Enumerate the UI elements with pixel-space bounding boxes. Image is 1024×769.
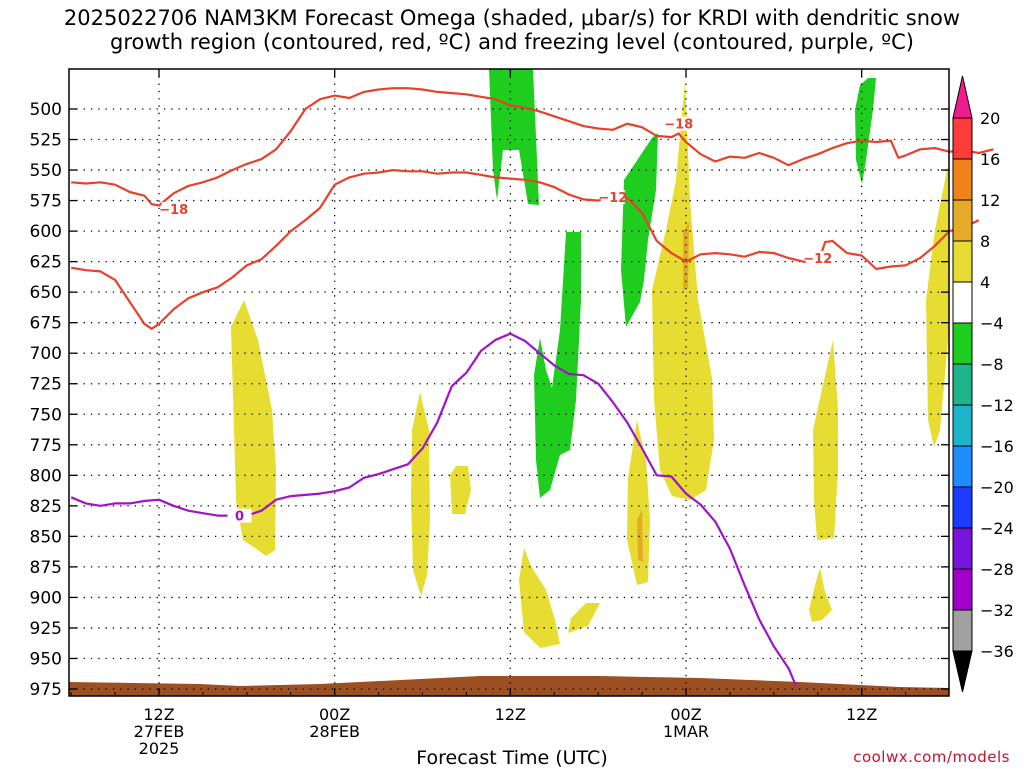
contour-line--12 <box>71 169 980 330</box>
contour-label: −12 <box>598 191 627 206</box>
omega-up-region <box>627 420 650 585</box>
colorbar-label: 8 <box>980 232 990 251</box>
y-tick-label: 975 <box>30 680 62 700</box>
colorbar-label: −16 <box>980 437 1014 456</box>
y-tick-label: 950 <box>30 649 62 669</box>
colorbar-bottom-arrow <box>952 650 973 693</box>
x-tick-date-label: 28FEB <box>309 722 360 741</box>
colorbar-segment <box>952 281 973 324</box>
y-tick-label: 725 <box>30 375 62 395</box>
colorbar-label: −24 <box>980 519 1014 538</box>
colorbar-label: −20 <box>980 478 1014 497</box>
colorbar-segment <box>952 445 973 488</box>
omega-up-region <box>813 340 838 540</box>
y-tick-label: 525 <box>30 131 62 151</box>
colorbar-segment <box>952 609 973 652</box>
x-tick-label: 00Z <box>670 705 701 724</box>
contour-line-0 <box>70 332 797 686</box>
chart-title-line-1: 2025022706 NAM3KM Forecast Omega (shaded… <box>63 6 961 30</box>
omega-strong-up-core <box>637 510 643 562</box>
colorbar-segment <box>952 486 973 529</box>
contour-label: −12 <box>803 252 832 267</box>
x-tick-label: 00Z <box>319 705 350 724</box>
colorbar-segment <box>952 363 973 406</box>
y-tick-label: 600 <box>30 222 62 242</box>
y-tick-label: 850 <box>30 527 62 547</box>
y-tick-label: 900 <box>30 588 62 608</box>
colorbar-segment <box>952 527 973 570</box>
contour-label: −18 <box>159 203 188 218</box>
omega-up-region <box>926 165 949 447</box>
colorbar-label: −28 <box>980 560 1014 579</box>
y-tick-label: 825 <box>30 497 62 517</box>
y-tick-label: 625 <box>30 253 62 273</box>
omega-down-region <box>621 133 658 327</box>
colorbar-segment <box>952 199 973 242</box>
x-tick-date-label: 27FEB <box>134 722 185 741</box>
y-tick-label: 800 <box>30 466 62 486</box>
colorbar-segment <box>952 158 973 201</box>
colorbar-label: 20 <box>980 109 1000 128</box>
y-tick-label: 550 <box>30 161 62 181</box>
colorbar-label: 12 <box>980 191 1000 210</box>
omega-down-region <box>534 232 581 498</box>
x-tick-label: 12Z <box>495 705 526 724</box>
x-tick-label: 12Z <box>846 705 877 724</box>
colorbar-segment <box>952 568 973 611</box>
plot-frame <box>68 68 950 697</box>
colorbar-label: −32 <box>980 601 1014 620</box>
colorbar-label: −8 <box>980 355 1004 374</box>
omega-down-region <box>855 78 876 184</box>
x-axis-label: Forecast Time (UTC) <box>416 747 608 769</box>
source-credit[interactable]: coolwx.com/models <box>853 748 1010 766</box>
x-tick-label: 12Z <box>143 705 174 724</box>
omega-strong-up-core <box>683 222 689 290</box>
colorbar-label: −12 <box>980 396 1014 415</box>
y-tick-label: 750 <box>30 405 62 425</box>
y-tick-label: 675 <box>30 314 62 334</box>
x-tick-date-label: 1MAR <box>663 722 709 741</box>
y-tick-label: 500 <box>30 100 62 120</box>
omega-down-region <box>489 69 539 205</box>
colorbar-segment <box>952 404 973 447</box>
omega-up-region <box>231 300 276 556</box>
omega-up-region <box>568 603 600 633</box>
chart-title-line-2: growth region (contoured, red, ºC) and f… <box>110 30 914 54</box>
omega-up-region <box>809 568 832 622</box>
contour-line--18 <box>71 87 994 207</box>
y-tick-label: 575 <box>30 192 62 212</box>
colorbar-top-arrow <box>952 75 973 119</box>
colorbar-label: 4 <box>980 273 990 292</box>
y-tick-label: 650 <box>30 283 62 303</box>
colorbar-segment <box>952 322 973 365</box>
omega-up-region <box>519 548 560 648</box>
y-tick-label: 875 <box>30 558 62 578</box>
y-tick-label: 925 <box>30 619 62 639</box>
x-tick-year-label: 2025 <box>139 739 180 758</box>
contour-label: −18 <box>664 118 693 133</box>
y-tick-label: 700 <box>30 344 62 364</box>
colorbar-label: −4 <box>980 314 1004 333</box>
colorbar-label: 16 <box>980 150 1000 169</box>
colorbar-label: −36 <box>980 642 1014 661</box>
omega-up-region <box>411 392 430 596</box>
contour-label: 0 <box>235 510 244 525</box>
omega-up-region <box>450 466 471 514</box>
colorbar-segment <box>952 240 973 283</box>
colorbar-segment <box>952 117 973 160</box>
terrain-ground-fill <box>69 676 949 696</box>
y-tick-label: 775 <box>30 436 62 456</box>
